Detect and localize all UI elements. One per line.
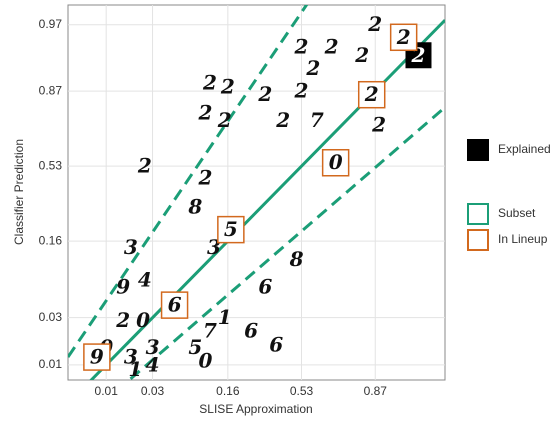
digit: 2 bbox=[137, 154, 152, 178]
chart: SLISE Approximation Classifier Predictio… bbox=[0, 0, 554, 423]
x-tick-label: 0.87 bbox=[364, 384, 388, 398]
x-axis-title: SLISE Approximation bbox=[199, 402, 312, 416]
digit: 6 bbox=[269, 332, 283, 356]
digit: 2 bbox=[324, 35, 339, 59]
digit: 7 bbox=[203, 319, 217, 343]
digit: 2 bbox=[305, 56, 320, 80]
legend-key bbox=[468, 204, 488, 224]
digit: 2 bbox=[275, 108, 290, 132]
digit: 1 bbox=[128, 357, 142, 381]
legend-label: In Lineup bbox=[498, 232, 548, 246]
digit: 0 bbox=[199, 348, 213, 372]
y-tick-label: 0.87 bbox=[39, 83, 63, 97]
digit: 9 bbox=[90, 345, 104, 369]
digit: 3 bbox=[124, 235, 138, 259]
digit: 8 bbox=[289, 247, 304, 271]
digit: 1 bbox=[218, 305, 232, 329]
digit: 6 bbox=[244, 319, 258, 343]
y-tick-label: 0.01 bbox=[39, 357, 63, 371]
legend-label: Explained bbox=[498, 142, 551, 156]
x-tick-label: 0.53 bbox=[290, 384, 314, 398]
digit: 2 bbox=[294, 79, 309, 103]
x-tick-label: 0.16 bbox=[216, 384, 240, 398]
digit: 2 bbox=[198, 165, 213, 189]
digit: 4 bbox=[138, 268, 152, 292]
digit: 5 bbox=[224, 217, 238, 241]
digit: 8 bbox=[187, 194, 202, 218]
digit: 6 bbox=[168, 293, 182, 317]
y-tick-label: 0.53 bbox=[39, 158, 63, 172]
x-tick-label: 0.03 bbox=[141, 384, 165, 398]
digit: 2 bbox=[202, 71, 217, 95]
y-tick-label: 0.97 bbox=[39, 17, 63, 31]
digit: 2 bbox=[217, 108, 232, 132]
digit: 2 bbox=[220, 75, 235, 99]
legend-key bbox=[468, 140, 488, 160]
y-axis-title: Classifier Prediction bbox=[12, 139, 26, 245]
legend-label: Subset bbox=[498, 206, 536, 220]
digit: 2 bbox=[198, 100, 213, 124]
digit: 2 bbox=[354, 43, 369, 67]
digit: 2 bbox=[396, 25, 411, 49]
digit: 2 bbox=[364, 82, 379, 106]
digit: 0 bbox=[136, 308, 150, 332]
digit: 4 bbox=[146, 352, 160, 376]
digit: 2 bbox=[115, 308, 130, 332]
y-tick-label: 0.03 bbox=[39, 310, 63, 324]
digit: 9 bbox=[116, 275, 130, 299]
digit: 2 bbox=[257, 82, 272, 106]
legend-key bbox=[468, 230, 488, 250]
digit: 6 bbox=[258, 275, 272, 299]
digit: 2 bbox=[371, 112, 386, 136]
x-tick-label: 0.01 bbox=[95, 384, 119, 398]
y-tick-label: 0.16 bbox=[39, 233, 63, 247]
digit: 2 bbox=[367, 12, 382, 36]
digit: 0 bbox=[329, 150, 343, 174]
digit: 7 bbox=[310, 108, 324, 132]
